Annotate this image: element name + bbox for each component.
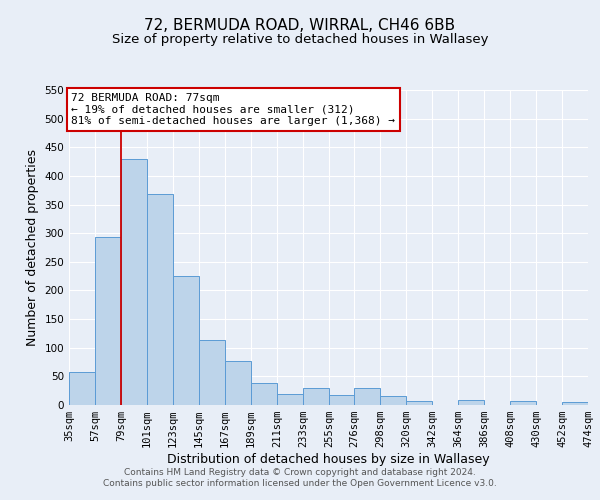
Bar bbox=[251, 383, 277, 405]
Bar bbox=[147, 194, 173, 405]
Bar bbox=[380, 396, 406, 405]
Bar bbox=[277, 394, 303, 405]
Bar bbox=[406, 401, 432, 405]
Bar bbox=[69, 372, 95, 405]
Text: 72, BERMUDA ROAD, WIRRAL, CH46 6BB: 72, BERMUDA ROAD, WIRRAL, CH46 6BB bbox=[145, 18, 455, 32]
Bar bbox=[458, 400, 484, 405]
Bar bbox=[95, 237, 121, 405]
Text: 72 BERMUDA ROAD: 77sqm
← 19% of detached houses are smaller (312)
81% of semi-de: 72 BERMUDA ROAD: 77sqm ← 19% of detached… bbox=[71, 93, 395, 126]
Bar bbox=[199, 340, 225, 405]
Text: Contains HM Land Registry data © Crown copyright and database right 2024.
Contai: Contains HM Land Registry data © Crown c… bbox=[103, 468, 497, 487]
Bar bbox=[562, 402, 588, 405]
Bar bbox=[354, 388, 380, 405]
Y-axis label: Number of detached properties: Number of detached properties bbox=[26, 149, 39, 346]
Bar bbox=[173, 276, 199, 405]
Bar bbox=[121, 158, 147, 405]
Bar bbox=[510, 401, 536, 405]
Text: Size of property relative to detached houses in Wallasey: Size of property relative to detached ho… bbox=[112, 32, 488, 46]
Bar bbox=[303, 388, 329, 405]
Bar bbox=[329, 396, 354, 405]
Bar bbox=[225, 361, 251, 405]
X-axis label: Distribution of detached houses by size in Wallasey: Distribution of detached houses by size … bbox=[167, 453, 490, 466]
